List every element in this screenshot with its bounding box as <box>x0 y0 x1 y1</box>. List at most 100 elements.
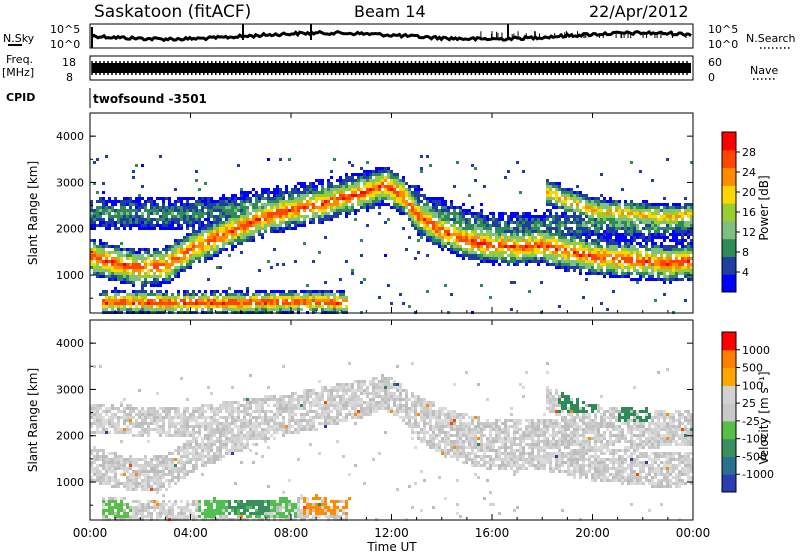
velocity-cell <box>111 506 114 509</box>
power-cell <box>492 215 495 218</box>
nsky-tick-top: 10^5 <box>50 23 80 36</box>
power-cell <box>654 203 657 206</box>
velocity-cell <box>120 458 123 461</box>
power-cell <box>687 278 690 281</box>
power-cell <box>291 308 294 311</box>
power-cell <box>480 245 483 248</box>
power-cell <box>138 302 141 305</box>
power-cell <box>585 242 588 245</box>
power-cell <box>363 278 366 281</box>
power-cell <box>486 224 489 227</box>
power-cell <box>129 257 132 260</box>
power-cell <box>150 227 153 230</box>
power-cell <box>204 305 207 308</box>
power-cell <box>261 227 264 230</box>
power-cell <box>615 266 618 269</box>
power-cell <box>504 236 507 239</box>
power-cell <box>408 236 411 239</box>
power-cell <box>240 212 243 215</box>
power-cell <box>324 188 327 191</box>
power-cell <box>138 218 141 221</box>
power-cell <box>645 242 648 245</box>
velocity-cell <box>129 479 132 482</box>
power-cell <box>90 206 93 209</box>
power-cell <box>114 221 117 224</box>
power-cell <box>672 278 675 281</box>
power-cell <box>405 206 408 209</box>
power-cell <box>585 197 588 200</box>
power-cell <box>414 215 417 218</box>
velocity-cell <box>156 482 159 485</box>
power-cell <box>663 248 666 251</box>
power-cell <box>114 299 117 302</box>
power-cell <box>348 200 351 203</box>
power-cell <box>333 158 336 161</box>
power-cell <box>201 230 204 233</box>
power-cell <box>513 227 516 230</box>
power-cell <box>558 305 561 308</box>
power-cell <box>351 191 354 194</box>
power-cell <box>195 239 198 242</box>
power-cell <box>303 206 306 209</box>
power-cell <box>666 248 669 251</box>
velocity-cell <box>93 416 96 419</box>
power-cell <box>438 230 441 233</box>
power-cell <box>249 212 252 215</box>
velocity-cell <box>132 434 135 437</box>
power-cell <box>201 293 204 296</box>
power-cell <box>465 230 468 233</box>
power-cell <box>312 197 315 200</box>
power-cell <box>120 296 123 299</box>
power-cell <box>528 245 531 248</box>
velocity-cell <box>96 413 99 416</box>
velocity-cell <box>162 410 165 413</box>
power-cell <box>387 173 390 176</box>
power-cell <box>555 230 558 233</box>
power-cell <box>426 200 429 203</box>
power-cell <box>258 200 261 203</box>
power-cell <box>657 251 660 254</box>
power-cell <box>222 200 225 203</box>
power-cell <box>522 239 525 242</box>
power-cell <box>663 278 666 281</box>
power-cell <box>264 218 267 221</box>
power-cell <box>339 197 342 200</box>
power-cell <box>426 203 429 206</box>
power-cell <box>630 266 633 269</box>
power-cell <box>93 221 96 224</box>
power-cell <box>618 200 621 203</box>
power-cell <box>531 236 534 239</box>
power-cell <box>651 278 654 281</box>
velocity-cell <box>135 488 138 491</box>
power-cell <box>222 233 225 236</box>
velocity-cell <box>126 485 129 488</box>
power-cell <box>381 200 384 203</box>
power-cell <box>141 215 144 218</box>
velocity-cell <box>147 425 150 428</box>
power-cell <box>669 224 672 227</box>
power-cell <box>639 257 642 260</box>
power-cell <box>228 239 231 242</box>
velocity-cell <box>132 482 135 485</box>
power-cell <box>654 245 657 248</box>
velocity-cell <box>105 407 108 410</box>
power-cell <box>498 239 501 242</box>
power-cell <box>264 206 267 209</box>
power-cell <box>153 281 156 284</box>
power-cell <box>579 239 582 242</box>
power-cell <box>558 182 561 185</box>
velocity-cell <box>138 434 141 437</box>
power-cell <box>129 227 132 230</box>
power-cell <box>486 257 489 260</box>
power-cell <box>651 239 654 242</box>
power-cell <box>300 302 303 305</box>
power-cell <box>489 245 492 248</box>
power-cell <box>624 200 627 203</box>
power-cell <box>216 254 219 257</box>
power-cell <box>261 299 264 302</box>
power-cell <box>621 215 624 218</box>
velocity-cell <box>126 467 129 470</box>
power-cell <box>459 224 462 227</box>
velocity-cell <box>171 467 174 470</box>
velocity-cell <box>132 485 135 488</box>
